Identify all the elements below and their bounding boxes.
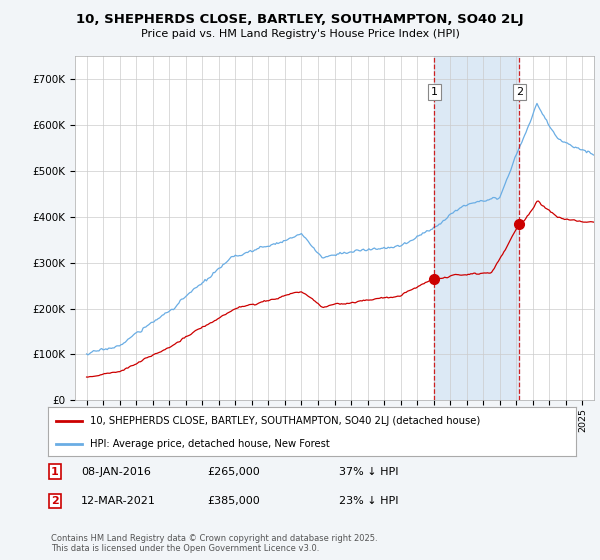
- Text: 2: 2: [516, 87, 523, 97]
- Text: 23% ↓ HPI: 23% ↓ HPI: [339, 496, 398, 506]
- Text: 12-MAR-2021: 12-MAR-2021: [81, 496, 156, 506]
- Text: 10, SHEPHERDS CLOSE, BARTLEY, SOUTHAMPTON, SO40 2LJ: 10, SHEPHERDS CLOSE, BARTLEY, SOUTHAMPTO…: [76, 13, 524, 26]
- Text: 08-JAN-2016: 08-JAN-2016: [81, 466, 151, 477]
- Text: HPI: Average price, detached house, New Forest: HPI: Average price, detached house, New …: [90, 439, 330, 449]
- Text: 1: 1: [431, 87, 438, 97]
- Text: 10, SHEPHERDS CLOSE, BARTLEY, SOUTHAMPTON, SO40 2LJ (detached house): 10, SHEPHERDS CLOSE, BARTLEY, SOUTHAMPTO…: [90, 416, 481, 426]
- Text: 37% ↓ HPI: 37% ↓ HPI: [339, 466, 398, 477]
- Text: Contains HM Land Registry data © Crown copyright and database right 2025.
This d: Contains HM Land Registry data © Crown c…: [51, 534, 377, 553]
- Text: 1: 1: [51, 466, 59, 477]
- Bar: [434, 56, 520, 400]
- Text: 2: 2: [51, 496, 59, 506]
- Text: £265,000: £265,000: [207, 466, 260, 477]
- Text: £385,000: £385,000: [207, 496, 260, 506]
- Text: Price paid vs. HM Land Registry's House Price Index (HPI): Price paid vs. HM Land Registry's House …: [140, 29, 460, 39]
